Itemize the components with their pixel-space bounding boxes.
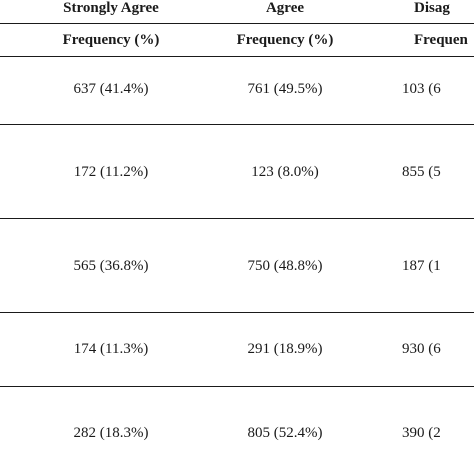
- row-divider: [0, 218, 474, 219]
- table-cell: 174 (11.3%): [73, 341, 149, 357]
- table-cell: 282 (18.3%): [73, 425, 149, 441]
- table-cell: 637 (41.4%): [73, 81, 149, 97]
- table-cell: 187 (1: [402, 258, 441, 274]
- table-cell: 123 (8.0%): [251, 164, 319, 180]
- table-cell: 390 (2: [402, 425, 441, 441]
- row-divider: [0, 124, 474, 125]
- table-cell: 565 (36.8%): [73, 258, 149, 274]
- row-divider: [0, 386, 474, 387]
- table-cell: 172 (11.2%): [73, 164, 149, 180]
- header-agree: Agree: [265, 0, 305, 16]
- header-disagree: Disag: [414, 0, 450, 16]
- table-cell: 805 (52.4%): [247, 425, 323, 441]
- subheader-divider: [0, 56, 474, 57]
- subheader-agree: Frequency (%): [236, 32, 334, 48]
- subheader-disagree: Frequen: [414, 32, 468, 48]
- row-divider: [0, 312, 474, 313]
- table-cell: 930 (6: [402, 341, 441, 357]
- table-cell: 761 (49.5%): [247, 81, 323, 97]
- table-cell: 750 (48.8%): [247, 258, 323, 274]
- table-cell: 855 (5: [402, 164, 441, 180]
- header-divider: [0, 23, 474, 24]
- table-cell: 291 (18.9%): [247, 341, 323, 357]
- header-strongly-agree: Strongly Agree: [63, 0, 159, 16]
- table-cell: 103 (6: [402, 81, 441, 97]
- subheader-strongly-agree: Frequency (%): [62, 32, 160, 48]
